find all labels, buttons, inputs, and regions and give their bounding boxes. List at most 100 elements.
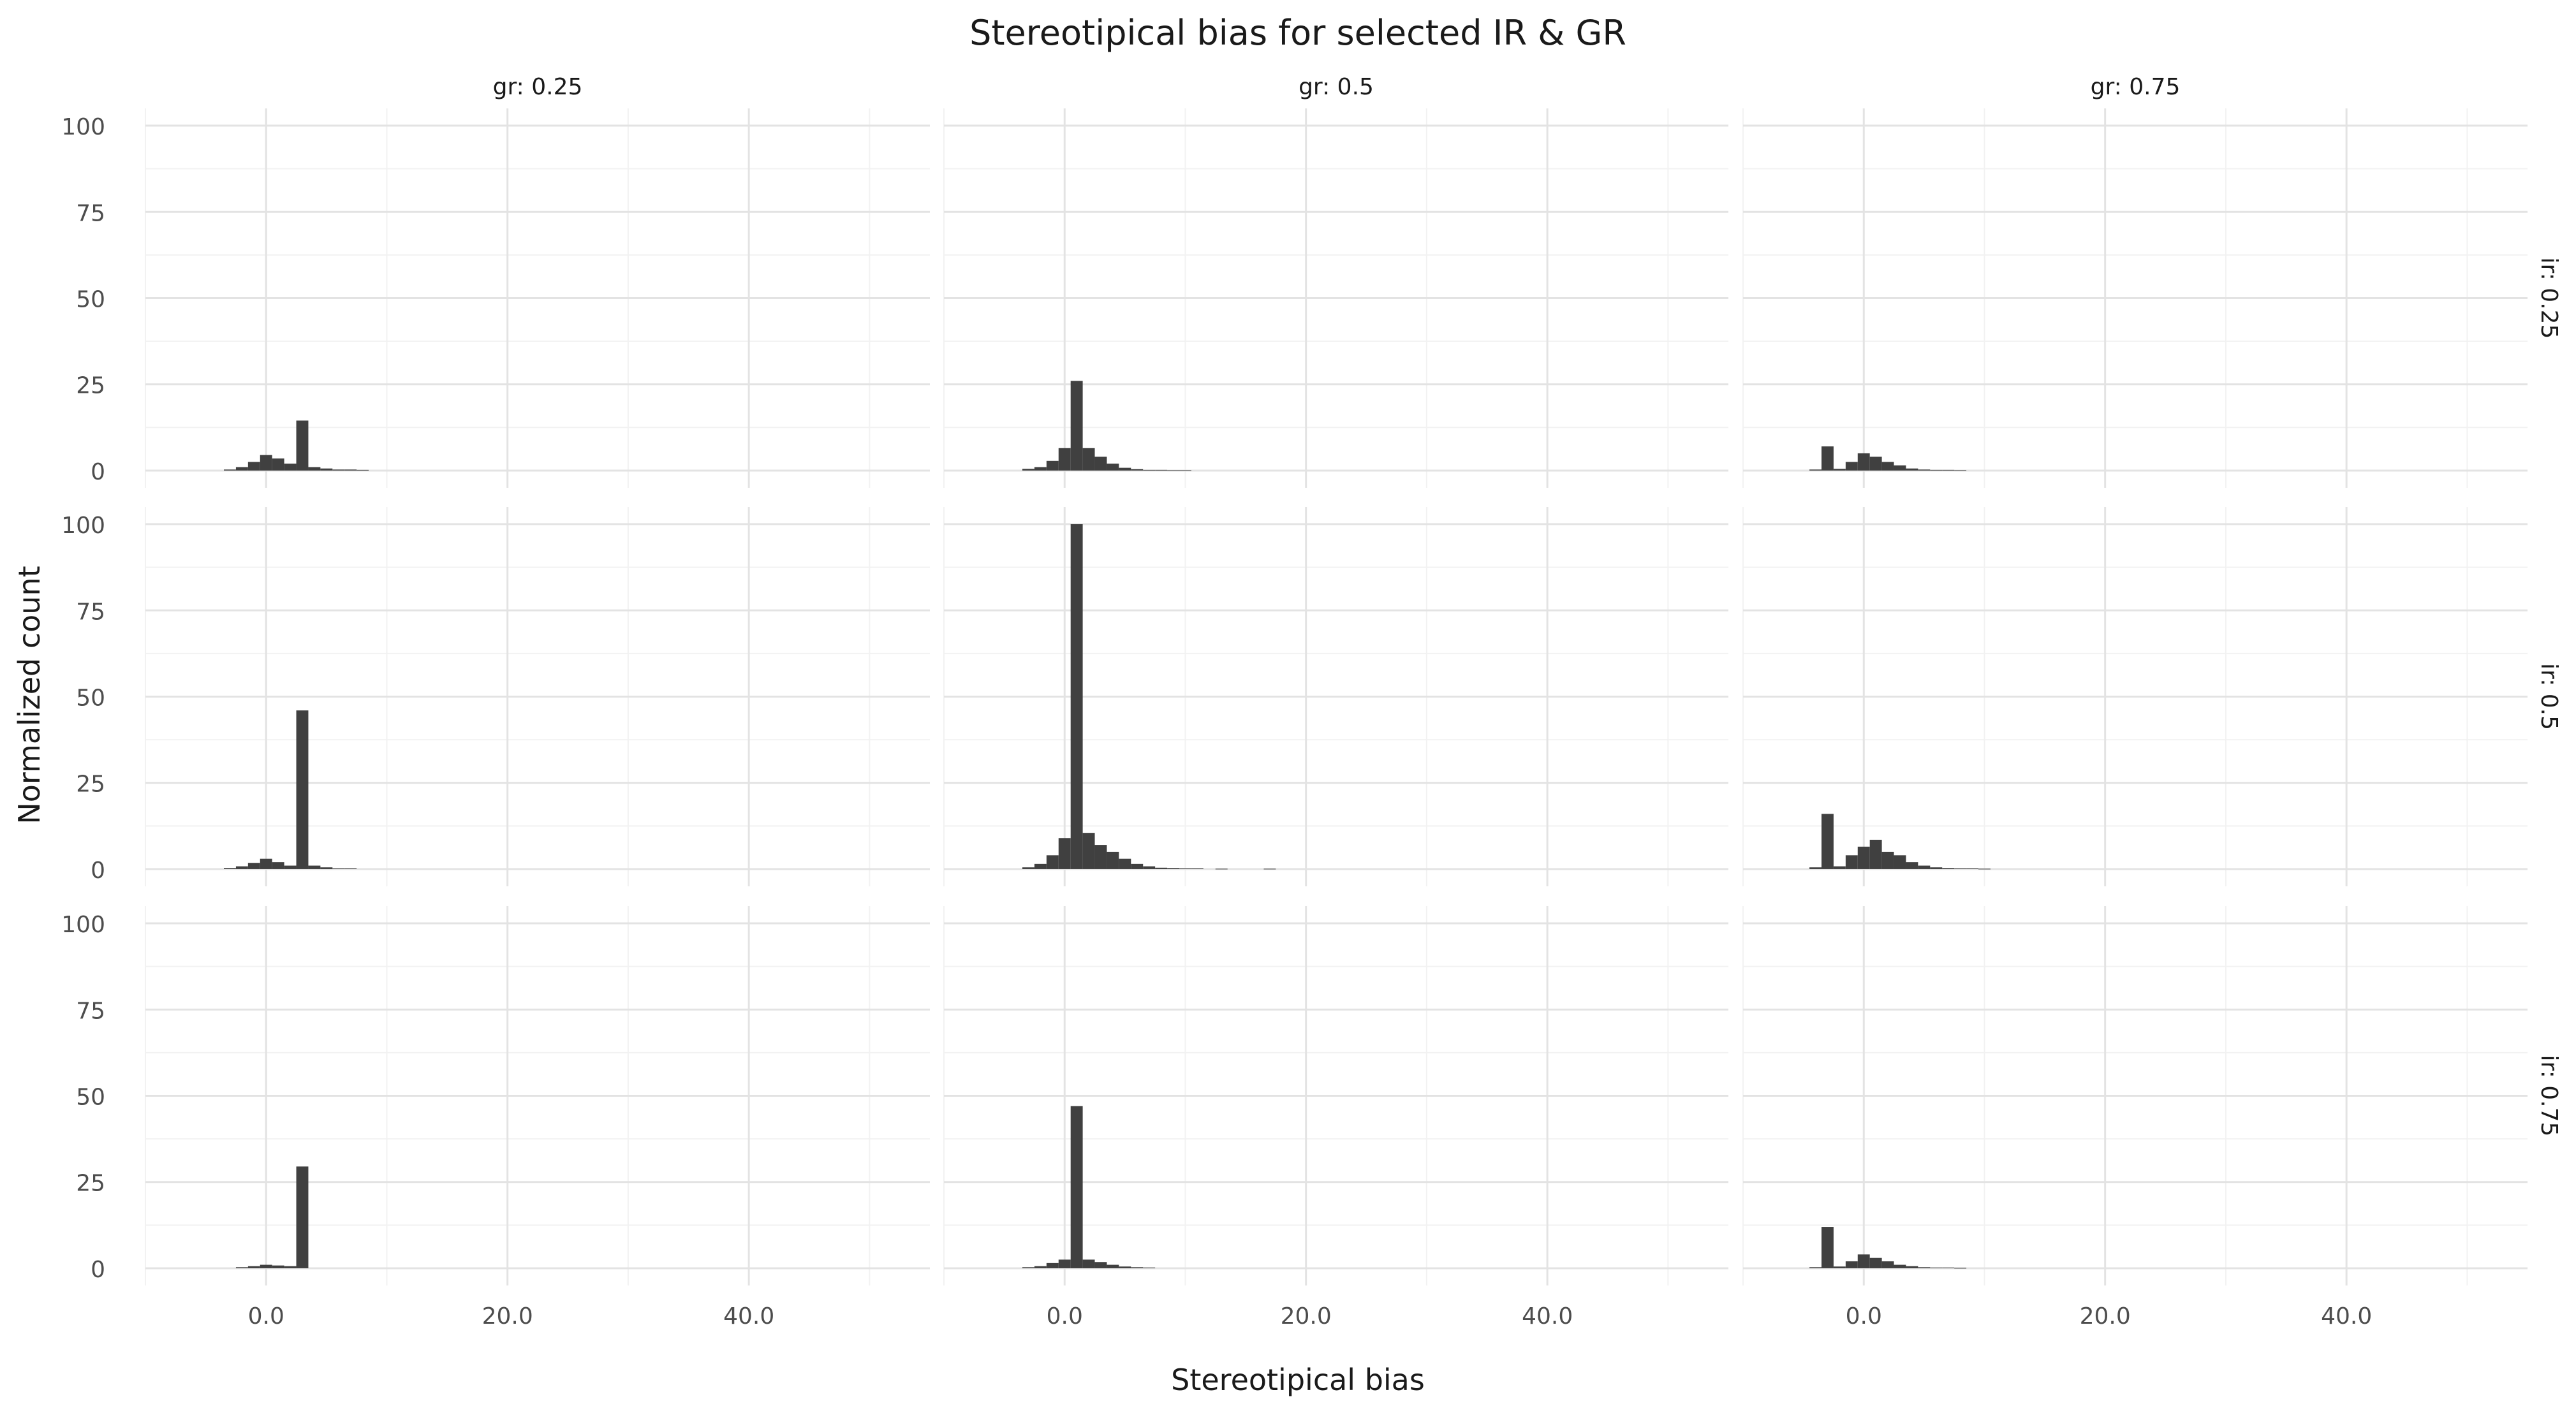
y-tick-label: 100 (61, 114, 105, 140)
histogram-bar (1869, 839, 1882, 869)
histogram-bar (1022, 469, 1034, 471)
histogram-bar (1119, 858, 1131, 869)
histogram-bar (344, 868, 357, 869)
histogram-bar (1191, 868, 1203, 869)
histogram-bar (1894, 1264, 1906, 1268)
histogram-bar (1822, 814, 1834, 869)
histogram-bar (1845, 855, 1858, 869)
x-tick-label: 0.0 (248, 1303, 284, 1329)
histogram-bar (1954, 470, 1967, 471)
panel-grid (145, 507, 930, 886)
histogram-bar (1869, 457, 1882, 471)
histogram-bar (1857, 846, 1870, 869)
y-tick-label: 25 (76, 772, 105, 798)
histogram-bar (296, 1166, 309, 1268)
histogram-bar (284, 865, 297, 869)
histogram-panel (1809, 814, 1991, 870)
histogram-bar (1263, 868, 1276, 870)
histogram-bar (1155, 469, 1168, 471)
histogram-bar (1918, 1267, 1931, 1268)
histogram-bar (1143, 866, 1156, 869)
histogram-bar (1881, 851, 1894, 869)
histogram-bar (1034, 1266, 1047, 1268)
histogram-bar (1167, 470, 1179, 471)
histogram-bar (1845, 1261, 1858, 1268)
histogram-bar (1881, 1261, 1894, 1268)
histogram-bar (224, 469, 236, 471)
histogram-bar (1833, 469, 1846, 471)
y-tick-label: 75 (76, 998, 105, 1024)
histogram-bar (1942, 469, 1955, 471)
panel-grid (145, 108, 930, 488)
facet-column-label: gr: 0.5 (1299, 74, 1374, 100)
histogram-bar (247, 1266, 260, 1268)
histogram-bar (1966, 868, 1978, 869)
y-tick-label: 25 (76, 373, 105, 399)
histogram-bar (1918, 865, 1931, 869)
histogram-panel (1022, 1106, 1156, 1268)
histogram-bar (247, 462, 260, 471)
histogram-bar (260, 455, 272, 471)
histogram-bar (1082, 1259, 1095, 1268)
histogram-bar (1107, 1264, 1119, 1268)
histogram-bar (1143, 469, 1156, 471)
y-tick-label: 0 (91, 1257, 105, 1283)
y-tick-label: 50 (76, 685, 105, 712)
x-axis-label: Stereotipical bias (1171, 1363, 1425, 1397)
histogram-bar (1034, 467, 1047, 471)
histogram-bar (1845, 462, 1858, 471)
histogram-bar (332, 868, 345, 869)
histogram-panel (1022, 381, 1191, 471)
y-tick-label: 0 (91, 858, 105, 884)
histogram-bar (1906, 862, 1918, 869)
histogram-bar (247, 863, 260, 869)
histogram-bar (224, 868, 236, 869)
histogram-bar (1857, 453, 1870, 471)
histogram-bar (1022, 867, 1034, 869)
histogram-bar (284, 464, 297, 471)
histogram-bar (1094, 457, 1107, 471)
x-tick-label: 20.0 (1281, 1303, 1332, 1329)
histogram-panel (235, 1166, 309, 1268)
histogram-bar (235, 467, 248, 471)
histogram-bar (1894, 855, 1906, 869)
panel-grid (943, 108, 1728, 488)
panel-grid (1742, 906, 2528, 1285)
histogram-bar (1058, 838, 1071, 869)
histogram-bar (1034, 863, 1047, 869)
histogram-panel (1809, 446, 1967, 471)
facet-panels: 0 25 50 75 100 0 25 50 75 100 0 25 50 75 100 0.0 20.0 40.… (61, 74, 2562, 1329)
histogram-bar (1167, 868, 1179, 869)
histogram-bar (1107, 464, 1119, 471)
histogram-bar (1046, 460, 1059, 471)
histogram-bar (1058, 448, 1071, 471)
x-tick-label: 20.0 (2080, 1303, 2131, 1329)
histogram-bar (1822, 1227, 1834, 1268)
panel-grid (145, 906, 930, 1285)
y-tick-label: 50 (76, 287, 105, 313)
histogram-bar (1833, 866, 1846, 869)
chart-title: Stereotipical bias for selected IR & GR (969, 13, 1626, 53)
x-tick-label: 20.0 (482, 1303, 533, 1329)
histogram-bar (1107, 851, 1119, 869)
histogram-bar (1179, 470, 1191, 471)
histogram-bar (1046, 855, 1059, 869)
histogram-bar (1094, 845, 1107, 869)
facet-column-label: gr: 0.75 (2091, 74, 2181, 100)
histogram-bar (320, 867, 333, 869)
histogram-bar (1954, 868, 1967, 869)
facet-row-label: ir: 0.75 (2536, 1055, 2562, 1137)
y-tick-label: 0 (91, 459, 105, 485)
histogram-bar (272, 458, 284, 471)
histogram-bar (1809, 469, 1822, 471)
histogram-bar (235, 1267, 248, 1268)
histogram-bar (1869, 1257, 1882, 1268)
histogram-bar (1155, 867, 1168, 869)
histogram-bar (357, 469, 369, 471)
histogram-bar (1131, 863, 1144, 869)
y-tick-label: 25 (76, 1171, 105, 1197)
histogram-bar (1857, 1254, 1870, 1268)
panel-grid (943, 507, 1728, 886)
